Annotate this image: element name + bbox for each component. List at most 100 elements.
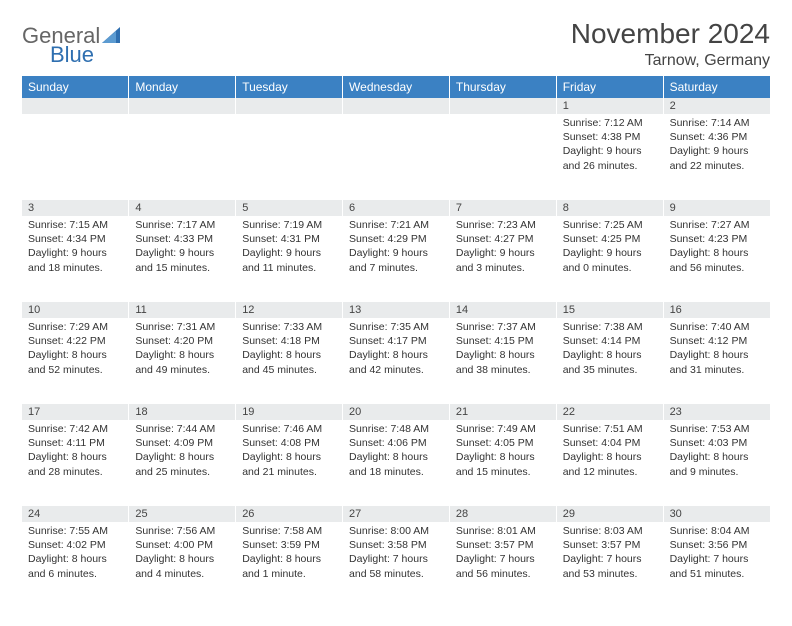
day-data-cell: Sunrise: 7:53 AMSunset: 4:03 PMDaylight:… bbox=[663, 420, 770, 506]
sunset-text: Sunset: 4:36 PM bbox=[670, 130, 764, 144]
day-number-cell: 23 bbox=[663, 404, 770, 420]
sunrise-text: Sunrise: 7:17 AM bbox=[135, 218, 229, 232]
daylight-text: Daylight: 8 hours and 31 minutes. bbox=[670, 348, 764, 376]
daylight-text: Daylight: 9 hours and 0 minutes. bbox=[563, 246, 657, 274]
daylight-text: Daylight: 8 hours and 21 minutes. bbox=[242, 450, 336, 478]
sunset-text: Sunset: 4:03 PM bbox=[670, 436, 764, 450]
sunset-text: Sunset: 3:56 PM bbox=[670, 538, 764, 552]
weekday-header: Sunday bbox=[22, 76, 129, 98]
sunset-text: Sunset: 4:27 PM bbox=[456, 232, 550, 246]
day-number-cell: 18 bbox=[129, 404, 236, 420]
daylight-text: Daylight: 7 hours and 53 minutes. bbox=[563, 552, 657, 580]
day-number-cell: 19 bbox=[236, 404, 343, 420]
daylight-text: Daylight: 8 hours and 15 minutes. bbox=[456, 450, 550, 478]
sunrise-text: Sunrise: 7:15 AM bbox=[28, 218, 122, 232]
day-data-cell bbox=[22, 114, 129, 200]
sunset-text: Sunset: 4:17 PM bbox=[349, 334, 443, 348]
day-number-cell bbox=[343, 98, 450, 114]
daylight-text: Daylight: 7 hours and 58 minutes. bbox=[349, 552, 443, 580]
day-data-row: Sunrise: 7:12 AMSunset: 4:38 PMDaylight:… bbox=[22, 114, 770, 200]
day-data-cell: Sunrise: 7:56 AMSunset: 4:00 PMDaylight:… bbox=[129, 522, 236, 608]
day-data-row: Sunrise: 7:42 AMSunset: 4:11 PMDaylight:… bbox=[22, 420, 770, 506]
day-cell-inner: Sunrise: 7:14 AMSunset: 4:36 PMDaylight:… bbox=[670, 116, 764, 178]
day-cell-inner: Sunrise: 7:15 AMSunset: 4:34 PMDaylight:… bbox=[28, 218, 122, 280]
logo-text: General Blue bbox=[22, 24, 124, 66]
day-data-cell: Sunrise: 7:44 AMSunset: 4:09 PMDaylight:… bbox=[129, 420, 236, 506]
daylight-text: Daylight: 9 hours and 3 minutes. bbox=[456, 246, 550, 274]
daylight-text: Daylight: 8 hours and 35 minutes. bbox=[563, 348, 657, 376]
day-number-cell: 3 bbox=[22, 200, 129, 216]
daylight-text: Daylight: 8 hours and 28 minutes. bbox=[28, 450, 122, 478]
sunset-text: Sunset: 4:08 PM bbox=[242, 436, 336, 450]
day-number-cell: 13 bbox=[343, 302, 450, 318]
sunset-text: Sunset: 4:04 PM bbox=[563, 436, 657, 450]
daylight-text: Daylight: 9 hours and 22 minutes. bbox=[670, 144, 764, 172]
day-cell-inner: Sunrise: 7:19 AMSunset: 4:31 PMDaylight:… bbox=[242, 218, 336, 280]
header: General Blue November 2024 Tarnow, Germa… bbox=[22, 18, 770, 70]
day-data-cell: Sunrise: 7:48 AMSunset: 4:06 PMDaylight:… bbox=[343, 420, 450, 506]
day-number-cell bbox=[22, 98, 129, 114]
sunrise-text: Sunrise: 7:33 AM bbox=[242, 320, 336, 334]
sunrise-text: Sunrise: 7:55 AM bbox=[28, 524, 122, 538]
day-cell-inner: Sunrise: 7:35 AMSunset: 4:17 PMDaylight:… bbox=[349, 320, 443, 382]
day-data-cell: Sunrise: 7:29 AMSunset: 4:22 PMDaylight:… bbox=[22, 318, 129, 404]
day-data-cell: Sunrise: 7:51 AMSunset: 4:04 PMDaylight:… bbox=[556, 420, 663, 506]
sunrise-text: Sunrise: 8:01 AM bbox=[456, 524, 550, 538]
daylight-text: Daylight: 7 hours and 56 minutes. bbox=[456, 552, 550, 580]
day-cell-inner: Sunrise: 8:03 AMSunset: 3:57 PMDaylight:… bbox=[563, 524, 657, 586]
sunrise-text: Sunrise: 7:40 AM bbox=[670, 320, 764, 334]
day-cell-inner bbox=[456, 116, 550, 178]
daylight-text: Daylight: 9 hours and 26 minutes. bbox=[563, 144, 657, 172]
sunset-text: Sunset: 4:38 PM bbox=[563, 130, 657, 144]
day-cell-inner: Sunrise: 7:17 AMSunset: 4:33 PMDaylight:… bbox=[135, 218, 229, 280]
sunset-text: Sunset: 4:15 PM bbox=[456, 334, 550, 348]
day-number-cell: 20 bbox=[343, 404, 450, 420]
day-data-cell: Sunrise: 7:12 AMSunset: 4:38 PMDaylight:… bbox=[556, 114, 663, 200]
day-data-cell: Sunrise: 7:37 AMSunset: 4:15 PMDaylight:… bbox=[449, 318, 556, 404]
day-cell-inner: Sunrise: 7:29 AMSunset: 4:22 PMDaylight:… bbox=[28, 320, 122, 382]
day-number-row: 24252627282930 bbox=[22, 506, 770, 522]
day-data-cell: Sunrise: 7:15 AMSunset: 4:34 PMDaylight:… bbox=[22, 216, 129, 302]
sunrise-text: Sunrise: 7:58 AM bbox=[242, 524, 336, 538]
sail-icon bbox=[102, 24, 124, 47]
sunset-text: Sunset: 4:18 PM bbox=[242, 334, 336, 348]
weekday-header: Thursday bbox=[449, 76, 556, 98]
sunrise-text: Sunrise: 7:42 AM bbox=[28, 422, 122, 436]
daylight-text: Daylight: 8 hours and 25 minutes. bbox=[135, 450, 229, 478]
daylight-text: Daylight: 9 hours and 15 minutes. bbox=[135, 246, 229, 274]
day-data-cell bbox=[236, 114, 343, 200]
sunrise-text: Sunrise: 7:35 AM bbox=[349, 320, 443, 334]
sunrise-text: Sunrise: 8:03 AM bbox=[563, 524, 657, 538]
day-data-cell: Sunrise: 7:58 AMSunset: 3:59 PMDaylight:… bbox=[236, 522, 343, 608]
day-data-cell: Sunrise: 7:14 AMSunset: 4:36 PMDaylight:… bbox=[663, 114, 770, 200]
day-data-row: Sunrise: 7:15 AMSunset: 4:34 PMDaylight:… bbox=[22, 216, 770, 302]
day-number-cell: 1 bbox=[556, 98, 663, 114]
day-cell-inner: Sunrise: 7:49 AMSunset: 4:05 PMDaylight:… bbox=[456, 422, 550, 484]
day-data-row: Sunrise: 7:55 AMSunset: 4:02 PMDaylight:… bbox=[22, 522, 770, 608]
day-cell-inner bbox=[349, 116, 443, 178]
day-cell-inner: Sunrise: 7:21 AMSunset: 4:29 PMDaylight:… bbox=[349, 218, 443, 280]
daylight-text: Daylight: 9 hours and 7 minutes. bbox=[349, 246, 443, 274]
day-data-cell: Sunrise: 7:19 AMSunset: 4:31 PMDaylight:… bbox=[236, 216, 343, 302]
day-number-cell: 27 bbox=[343, 506, 450, 522]
daylight-text: Daylight: 7 hours and 51 minutes. bbox=[670, 552, 764, 580]
day-number-cell: 7 bbox=[449, 200, 556, 216]
sunset-text: Sunset: 4:25 PM bbox=[563, 232, 657, 246]
daylight-text: Daylight: 8 hours and 38 minutes. bbox=[456, 348, 550, 376]
day-data-cell: Sunrise: 7:40 AMSunset: 4:12 PMDaylight:… bbox=[663, 318, 770, 404]
sunset-text: Sunset: 4:31 PM bbox=[242, 232, 336, 246]
day-data-cell bbox=[449, 114, 556, 200]
page-title: November 2024 bbox=[571, 18, 770, 50]
day-number-cell: 22 bbox=[556, 404, 663, 420]
day-number-cell: 2 bbox=[663, 98, 770, 114]
day-number-row: 3456789 bbox=[22, 200, 770, 216]
daylight-text: Daylight: 8 hours and 9 minutes. bbox=[670, 450, 764, 478]
daylight-text: Daylight: 8 hours and 42 minutes. bbox=[349, 348, 443, 376]
day-cell-inner: Sunrise: 8:00 AMSunset: 3:58 PMDaylight:… bbox=[349, 524, 443, 586]
sunrise-text: Sunrise: 7:46 AM bbox=[242, 422, 336, 436]
day-data-cell: Sunrise: 7:46 AMSunset: 4:08 PMDaylight:… bbox=[236, 420, 343, 506]
day-cell-inner: Sunrise: 8:01 AMSunset: 3:57 PMDaylight:… bbox=[456, 524, 550, 586]
calendar-table: Sunday Monday Tuesday Wednesday Thursday… bbox=[22, 76, 770, 608]
daylight-text: Daylight: 9 hours and 11 minutes. bbox=[242, 246, 336, 274]
day-number-cell bbox=[449, 98, 556, 114]
